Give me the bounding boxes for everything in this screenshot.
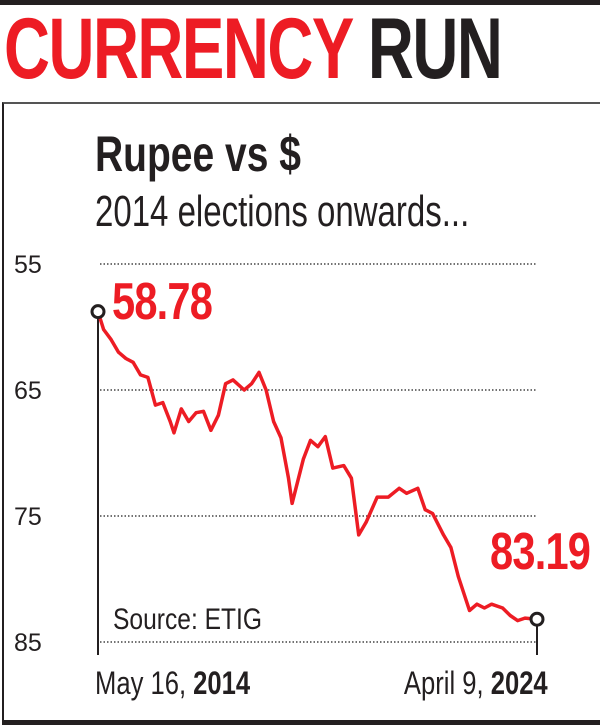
data-point xyxy=(242,388,246,392)
top-rule xyxy=(0,0,600,5)
data-point xyxy=(117,350,121,354)
headline-black: RUN xyxy=(367,1,503,97)
data-point xyxy=(423,508,427,512)
data-point xyxy=(386,495,390,499)
data-point xyxy=(257,370,261,374)
data-point xyxy=(397,486,401,490)
data-point xyxy=(202,409,206,413)
data-point xyxy=(331,466,335,470)
data-point xyxy=(153,403,157,407)
x-start-year: 2014 xyxy=(193,665,251,701)
chart-frame xyxy=(2,102,600,725)
data-point xyxy=(405,491,409,495)
data-point xyxy=(467,609,471,612)
y-tick-label: 85 xyxy=(14,629,42,657)
data-point xyxy=(516,619,520,623)
data-point xyxy=(131,360,135,364)
data-point xyxy=(102,328,106,332)
data-point xyxy=(431,511,435,515)
data-point xyxy=(323,435,327,439)
data-point xyxy=(475,602,479,606)
data-point xyxy=(349,476,353,480)
data-point xyxy=(168,420,172,423)
data-point xyxy=(490,602,494,606)
data-point xyxy=(308,438,312,442)
data-point xyxy=(138,373,142,377)
y-tick-label: 55 xyxy=(14,251,42,279)
data-point xyxy=(187,420,191,423)
data-point xyxy=(272,420,276,423)
data-point xyxy=(264,388,268,392)
data-point xyxy=(290,501,294,505)
start-marker xyxy=(90,304,106,320)
data-point xyxy=(501,606,505,610)
data-point xyxy=(109,338,113,342)
x-start-label: May 16, 2014 xyxy=(95,665,250,702)
data-point xyxy=(416,486,420,490)
x-end-date: April 9, xyxy=(404,665,492,701)
end-marker xyxy=(529,611,545,627)
headline: CURRENCY RUN xyxy=(4,6,503,92)
y-tick-label: 65 xyxy=(14,377,42,405)
chart-title: Rupee vs $ xyxy=(95,126,301,182)
data-point xyxy=(224,382,228,386)
y-tick-label: 75 xyxy=(14,503,42,531)
data-point xyxy=(316,445,320,449)
data-point xyxy=(231,378,235,382)
data-point xyxy=(342,464,346,468)
data-point xyxy=(508,614,512,618)
headline-red: CURRENCY xyxy=(4,1,353,97)
data-point xyxy=(301,457,305,461)
data-point xyxy=(449,546,453,549)
data-point xyxy=(279,436,283,440)
source-note: Source: ETIG xyxy=(113,603,263,636)
data-point xyxy=(179,407,183,411)
data-point xyxy=(250,382,254,386)
chart-subtitle: 2014 elections onwards... xyxy=(95,187,470,236)
data-point xyxy=(172,431,176,435)
end-value-label: 83.19 xyxy=(489,523,591,581)
data-point xyxy=(357,533,361,537)
data-point xyxy=(364,520,368,524)
data-point xyxy=(523,616,527,620)
data-point xyxy=(209,428,213,432)
data-point xyxy=(482,606,486,610)
data-point xyxy=(375,495,379,499)
x-start-date: May 16, xyxy=(95,665,194,701)
rupee-series-line xyxy=(96,311,538,623)
x-end-label: April 9, 2024 xyxy=(404,665,548,702)
data-point xyxy=(194,411,198,415)
data-point xyxy=(161,401,165,405)
data-point xyxy=(456,574,460,578)
data-point xyxy=(124,357,128,360)
data-point xyxy=(216,413,220,417)
x-end-year: 2024 xyxy=(491,665,548,701)
data-point xyxy=(442,533,446,537)
data-point xyxy=(146,375,150,379)
start-value-label: 58.78 xyxy=(112,273,213,331)
data-point xyxy=(286,476,290,480)
